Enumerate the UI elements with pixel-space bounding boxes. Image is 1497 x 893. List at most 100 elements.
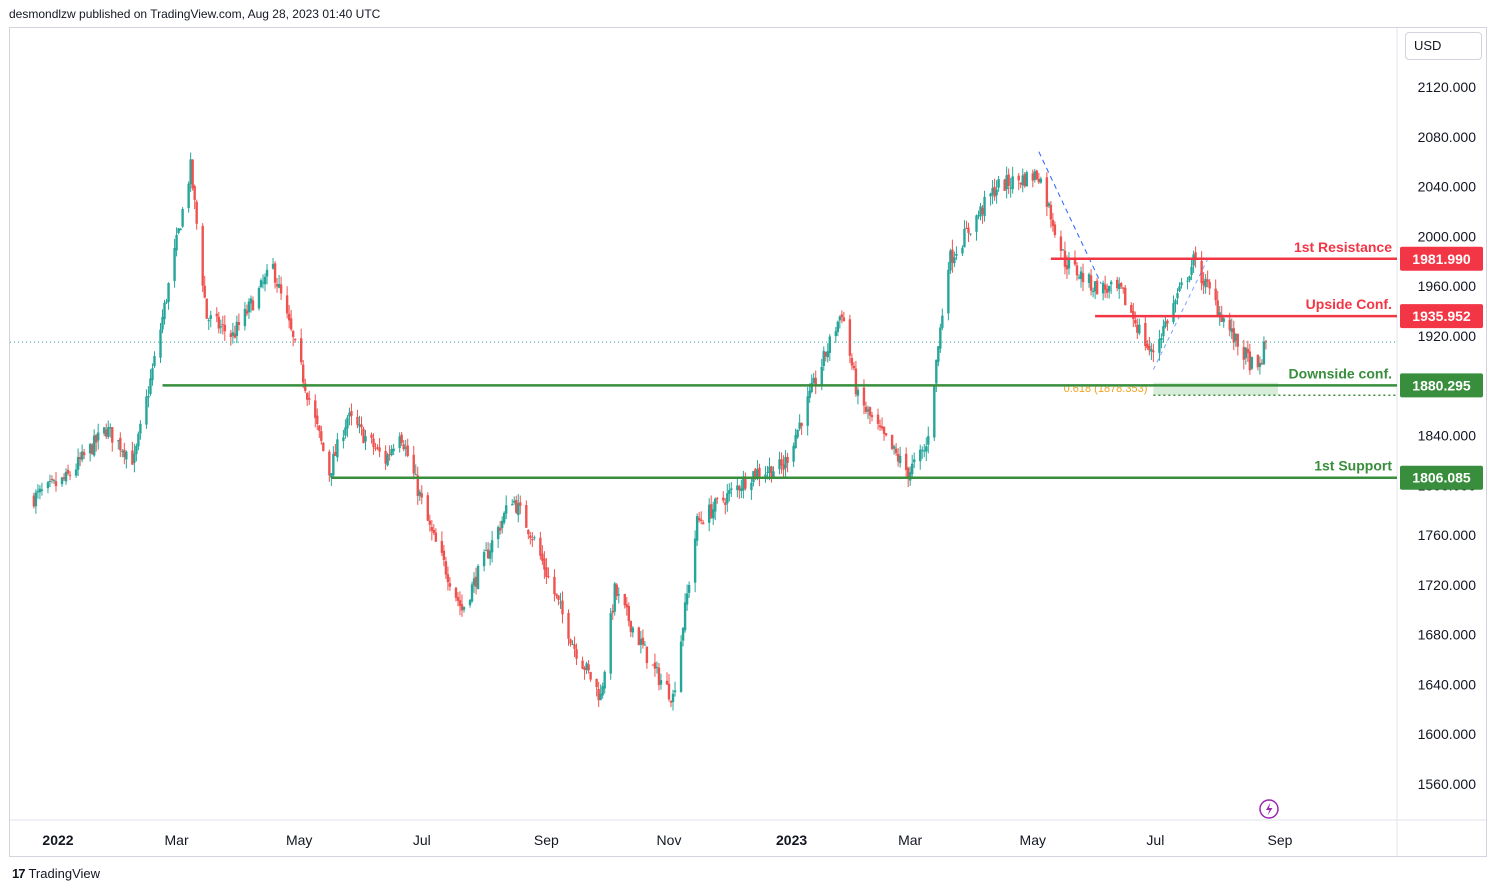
candle-body bbox=[1067, 258, 1071, 269]
candle-body bbox=[221, 324, 225, 326]
candle-body bbox=[595, 678, 598, 688]
candle-body bbox=[488, 550, 492, 559]
candle-body bbox=[330, 473, 333, 478]
candle-body bbox=[882, 426, 886, 434]
candle-body bbox=[277, 283, 281, 288]
publisher-text: desmondlzw published on TradingView.com,… bbox=[9, 7, 381, 21]
time-tick-label: Mar bbox=[898, 832, 922, 848]
candle-body bbox=[583, 667, 586, 671]
candle-body bbox=[470, 584, 474, 602]
candle-body bbox=[772, 471, 775, 477]
candle-body bbox=[555, 593, 558, 596]
candle-body bbox=[201, 225, 204, 286]
candle-body bbox=[316, 415, 319, 424]
candle-body bbox=[906, 467, 910, 480]
candle-body bbox=[372, 438, 375, 448]
candle-body bbox=[1033, 171, 1036, 180]
price-tick-label: 1560.000 bbox=[1418, 776, 1477, 792]
candle-body bbox=[1230, 328, 1233, 332]
level-label: Upside Conf. bbox=[1306, 296, 1392, 312]
candle-body bbox=[953, 257, 956, 264]
candle-body bbox=[336, 439, 339, 458]
currency-selector[interactable]: USD bbox=[1405, 32, 1482, 60]
candle-body bbox=[406, 445, 409, 456]
candle-body bbox=[1216, 300, 1219, 316]
trend-line bbox=[1038, 151, 1102, 284]
candle-body bbox=[856, 389, 860, 396]
candle-body bbox=[896, 453, 900, 462]
candle-body bbox=[728, 490, 731, 494]
candle-body bbox=[898, 455, 902, 464]
candle-body bbox=[344, 427, 347, 436]
candle-body bbox=[289, 318, 293, 330]
candle-body bbox=[824, 351, 827, 357]
candle-body bbox=[243, 308, 247, 327]
candle-body bbox=[527, 529, 530, 535]
candle-body bbox=[993, 186, 996, 197]
level-price-badge-text: 1806.085 bbox=[1412, 470, 1471, 486]
candle-body bbox=[418, 491, 421, 496]
candle-body bbox=[1017, 175, 1020, 181]
candle-body bbox=[890, 434, 894, 449]
candle-body bbox=[1035, 170, 1039, 180]
candle-body bbox=[1087, 274, 1091, 283]
price-tick-label: 1640.000 bbox=[1418, 676, 1477, 692]
candle-body bbox=[308, 398, 311, 400]
price-tick-label: 1920.000 bbox=[1418, 328, 1477, 344]
candle-body bbox=[730, 488, 733, 490]
candle-body bbox=[643, 644, 647, 646]
candle-body bbox=[233, 333, 237, 338]
candle-body bbox=[812, 377, 815, 384]
candle-body bbox=[925, 446, 928, 452]
candle-body bbox=[659, 680, 663, 685]
candle-body bbox=[378, 447, 381, 452]
candle-body bbox=[219, 326, 222, 328]
candle-body bbox=[304, 383, 307, 391]
candle-body bbox=[147, 395, 150, 398]
candle-body bbox=[173, 248, 176, 281]
candle-body bbox=[259, 280, 263, 288]
fib-connector-line bbox=[1152, 254, 1211, 370]
candle-body bbox=[271, 263, 275, 269]
candle-body bbox=[38, 488, 42, 493]
price-axis[interactable]: 2120.000 2080.000 2040.000 2000.000 1960.000… bbox=[1418, 79, 1477, 792]
candle-body bbox=[573, 644, 576, 649]
candle-body bbox=[531, 539, 534, 541]
candle-body bbox=[513, 500, 516, 503]
candle-body bbox=[792, 445, 795, 462]
lightning-icon[interactable] bbox=[1259, 799, 1279, 819]
candle-body bbox=[48, 481, 52, 483]
candle-body bbox=[121, 451, 124, 453]
candle-body bbox=[529, 535, 532, 538]
candle-body bbox=[667, 683, 671, 700]
candle-body bbox=[617, 594, 620, 596]
time-tick-label: Mar bbox=[165, 832, 189, 848]
candle-body bbox=[736, 485, 739, 491]
candle-body bbox=[1075, 265, 1079, 276]
candle-body bbox=[111, 427, 114, 443]
candle-body bbox=[440, 540, 444, 553]
candle-body bbox=[1095, 280, 1099, 295]
candle-body bbox=[778, 459, 781, 470]
footer-brand[interactable]: 17 TradingView bbox=[12, 866, 100, 881]
candle-body bbox=[695, 516, 699, 541]
candle-body bbox=[1021, 175, 1024, 186]
candle-body bbox=[432, 529, 436, 533]
candle-body bbox=[149, 378, 152, 395]
candle-body bbox=[474, 576, 478, 587]
candle-body bbox=[864, 406, 868, 413]
time-axis[interactable]: 2022 Mar May Jul Sep Nov 2023 Mar May Jul Sep bbox=[42, 832, 1292, 848]
candle-body bbox=[908, 472, 912, 481]
candle-body bbox=[1234, 333, 1237, 341]
candle-body bbox=[498, 527, 502, 531]
candle-body bbox=[430, 527, 434, 531]
candle-body bbox=[894, 448, 898, 454]
candle-body bbox=[442, 550, 446, 560]
footer-brand-name: TradingView bbox=[28, 866, 101, 881]
candle-body bbox=[131, 450, 134, 465]
candle-body bbox=[814, 377, 817, 386]
candle-body bbox=[782, 464, 785, 470]
candle-body bbox=[96, 432, 100, 441]
candle-body bbox=[603, 671, 606, 689]
